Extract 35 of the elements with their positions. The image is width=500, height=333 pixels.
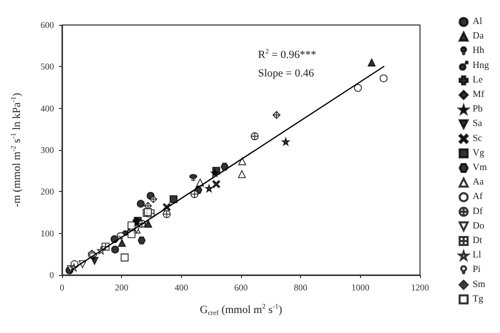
x-tick-label: 400 — [174, 282, 189, 292]
legend-label: Al — [472, 17, 482, 27]
legend-label: Sa — [472, 119, 483, 130]
legend-label: Da — [472, 32, 484, 42]
legend-label: Aa — [472, 178, 484, 188]
y-tick-label: 100 — [40, 228, 54, 238]
legend-label: Mf — [472, 90, 486, 100]
y-tick-label: 500 — [40, 62, 54, 72]
legend-label: Tg — [472, 294, 484, 304]
y-tick-label: 300 — [40, 145, 54, 155]
legend-label: Pb — [472, 104, 483, 115]
legend-label: Hh — [472, 46, 484, 56]
y-tick-label: 200 — [40, 186, 54, 197]
x-tick-label: 1000 — [351, 282, 370, 292]
legend-label: Vg — [472, 148, 484, 158]
legend-label: Sm — [472, 280, 486, 290]
x-tick-label: 200 — [114, 282, 129, 292]
legend-label: Sc — [472, 134, 482, 144]
x-tick-label: 600 — [234, 282, 248, 292]
legend-label: Ll — [472, 250, 482, 261]
y-tick-label: 600 — [40, 20, 54, 30]
y-tick-label: 0 — [50, 270, 54, 280]
x-tick-label: 800 — [294, 282, 308, 292]
y-tick-label: 400 — [40, 103, 54, 114]
legend-label: Df — [472, 206, 484, 217]
legend-label: Af — [472, 192, 484, 202]
annotation: Slope = 0.46 — [258, 68, 315, 80]
legend-label: Do — [472, 221, 484, 232]
x-tick-label: 1200 — [411, 282, 430, 292]
x-tick-label: 0 — [60, 282, 65, 292]
legend-label: Hng — [472, 60, 490, 71]
legend-label: Pi — [472, 265, 481, 276]
legend-label: Dt — [472, 236, 482, 246]
legend-label: Vm — [472, 163, 488, 173]
legend-label: Le — [472, 75, 483, 86]
